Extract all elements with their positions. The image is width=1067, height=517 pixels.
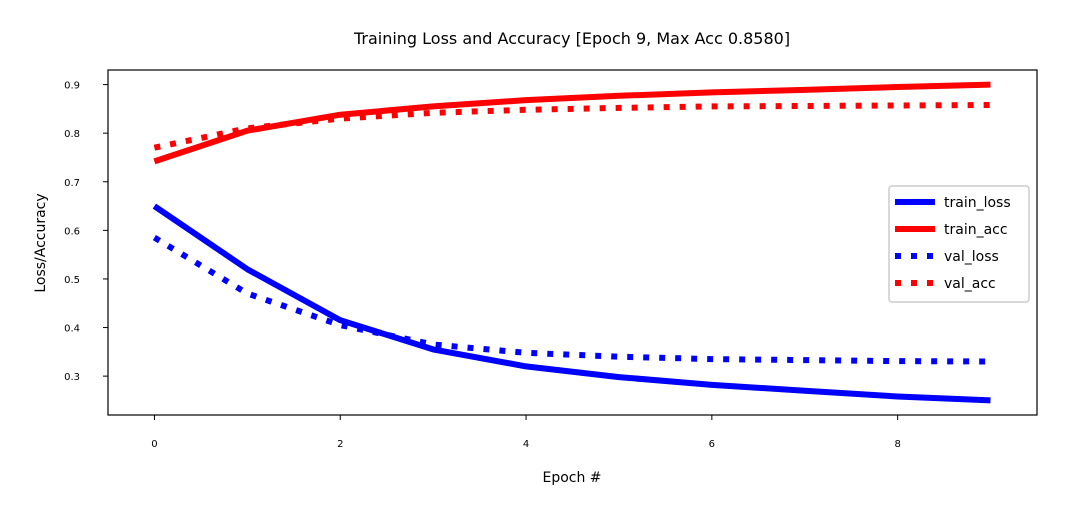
y-tick-label: 0.4 xyxy=(64,324,80,335)
legend-box xyxy=(888,185,1030,303)
x-axis-label: Epoch # xyxy=(542,470,601,486)
y-tick-label: 0.7 xyxy=(64,178,80,189)
x-tick-label: 8 xyxy=(894,439,900,450)
chart-title: Training Loss and Accuracy [Epoch 9, Max… xyxy=(353,29,790,48)
y-tick-label: 0.3 xyxy=(64,372,80,383)
legend-label-val-acc: val_acc xyxy=(944,276,996,292)
y-tick-label: 0.9 xyxy=(64,81,80,92)
legend: train_loss train_acc val_loss val_acc xyxy=(888,185,1030,303)
series-line-val-loss xyxy=(152,235,991,365)
y-axis-label: Loss/Accuracy xyxy=(33,193,49,292)
x-tick-label: 2 xyxy=(337,439,343,450)
plot-frame xyxy=(107,69,1038,416)
x-tick-label: 6 xyxy=(709,439,715,450)
plot-area: 0 2 4 6 8 0.3 0.4 0.5 0.6 0.7 0.8 0.9 xyxy=(64,69,1038,450)
legend-label-val-loss: val_loss xyxy=(944,249,999,265)
x-tick-label: 0 xyxy=(151,439,157,450)
x-tick-label: 4 xyxy=(523,439,529,450)
y-tick-label: 0.6 xyxy=(64,226,80,237)
series-line-train-acc xyxy=(153,81,991,165)
legend-label-train-loss: train_loss xyxy=(944,195,1011,211)
legend-label-train-acc: train_acc xyxy=(944,222,1008,238)
series-line-val-acc xyxy=(153,102,991,151)
y-tick-label: 0.5 xyxy=(64,275,80,286)
y-tick-label: 0.8 xyxy=(64,129,80,140)
series-line-train-loss xyxy=(152,203,991,404)
